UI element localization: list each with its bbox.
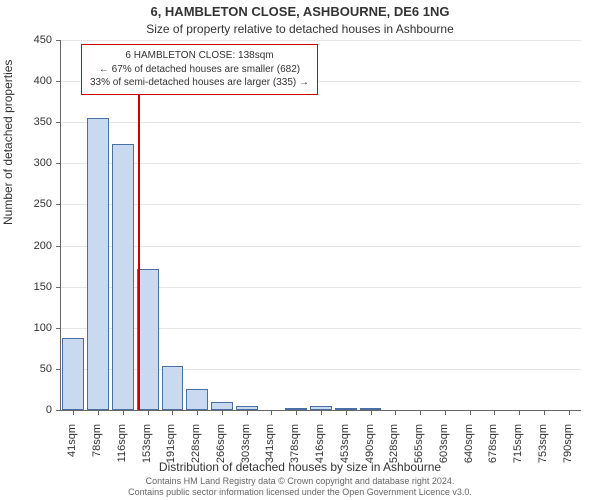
y-tick-label: 350 bbox=[0, 116, 52, 128]
y-tick-label: 150 bbox=[0, 281, 52, 293]
x-tick-mark bbox=[395, 410, 396, 415]
gridline bbox=[61, 40, 581, 41]
footer-attribution: Contains HM Land Registry data © Crown c… bbox=[0, 476, 600, 499]
marker-annotation-line: ← 67% of detached houses are smaller (68… bbox=[90, 63, 309, 77]
x-tick-mark bbox=[569, 410, 570, 415]
footer-line-2: Contains public sector information licen… bbox=[0, 487, 600, 498]
y-tick-mark bbox=[56, 369, 61, 370]
x-tick-label: 153sqm bbox=[141, 424, 153, 474]
y-tick-mark bbox=[56, 246, 61, 247]
x-tick-mark bbox=[222, 410, 223, 415]
x-tick-mark bbox=[123, 410, 124, 415]
x-tick-label: 565sqm bbox=[413, 424, 425, 474]
y-tick-mark bbox=[56, 81, 61, 82]
x-tick-label: 228sqm bbox=[190, 424, 202, 474]
bar bbox=[112, 144, 134, 410]
x-tick-mark bbox=[519, 410, 520, 415]
x-tick-mark bbox=[371, 410, 372, 415]
y-tick-mark bbox=[56, 122, 61, 123]
y-tick-label: 100 bbox=[0, 322, 52, 334]
bar bbox=[211, 402, 233, 410]
x-tick-label: 715sqm bbox=[512, 424, 524, 474]
x-tick-label: 341sqm bbox=[264, 424, 276, 474]
plot-area: 6 HAMBLETON CLOSE: 138sqm← 67% of detach… bbox=[60, 40, 581, 411]
bar bbox=[162, 366, 184, 410]
x-tick-label: 303sqm bbox=[240, 424, 252, 474]
x-tick-mark bbox=[494, 410, 495, 415]
x-tick-label: 453sqm bbox=[339, 424, 351, 474]
x-tick-mark bbox=[470, 410, 471, 415]
x-tick-mark bbox=[172, 410, 173, 415]
x-tick-label: 490sqm bbox=[364, 424, 376, 474]
y-tick-mark bbox=[56, 40, 61, 41]
chart-title: 6, HAMBLETON CLOSE, ASHBOURNE, DE6 1NG bbox=[0, 4, 600, 19]
x-tick-mark bbox=[296, 410, 297, 415]
y-tick-label: 400 bbox=[0, 75, 52, 87]
y-tick-mark bbox=[56, 328, 61, 329]
x-tick-mark bbox=[420, 410, 421, 415]
chart-subtitle: Size of property relative to detached ho… bbox=[0, 22, 600, 36]
x-tick-label: 78sqm bbox=[91, 424, 103, 474]
y-tick-label: 300 bbox=[0, 157, 52, 169]
x-tick-label: 678sqm bbox=[487, 424, 499, 474]
x-tick-label: 378sqm bbox=[289, 424, 301, 474]
x-tick-label: 790sqm bbox=[562, 424, 574, 474]
marker-annotation-line: 6 HAMBLETON CLOSE: 138sqm bbox=[90, 49, 309, 63]
x-tick-mark bbox=[98, 410, 99, 415]
y-tick-label: 200 bbox=[0, 240, 52, 252]
y-tick-mark bbox=[56, 204, 61, 205]
y-tick-mark bbox=[56, 410, 61, 411]
x-tick-mark bbox=[321, 410, 322, 415]
y-tick-mark bbox=[56, 163, 61, 164]
x-tick-label: 41sqm bbox=[66, 424, 78, 474]
x-tick-label: 116sqm bbox=[116, 424, 128, 474]
bar bbox=[186, 389, 208, 410]
x-tick-mark bbox=[271, 410, 272, 415]
x-tick-label: 416sqm bbox=[314, 424, 326, 474]
x-tick-mark bbox=[197, 410, 198, 415]
x-tick-label: 191sqm bbox=[165, 424, 177, 474]
x-tick-mark bbox=[73, 410, 74, 415]
x-tick-mark bbox=[445, 410, 446, 415]
x-tick-label: 266sqm bbox=[215, 424, 227, 474]
y-tick-label: 450 bbox=[0, 34, 52, 46]
x-tick-mark bbox=[544, 410, 545, 415]
x-tick-mark bbox=[148, 410, 149, 415]
marker-annotation-line: 33% of semi-detached houses are larger (… bbox=[90, 76, 309, 90]
x-tick-label: 753sqm bbox=[537, 424, 549, 474]
y-tick-label: 50 bbox=[0, 363, 52, 375]
x-tick-label: 528sqm bbox=[388, 424, 400, 474]
x-tick-label: 640sqm bbox=[463, 424, 475, 474]
bar bbox=[137, 269, 159, 410]
x-tick-mark bbox=[346, 410, 347, 415]
bar bbox=[62, 338, 84, 410]
x-tick-mark bbox=[247, 410, 248, 415]
footer-line-1: Contains HM Land Registry data © Crown c… bbox=[0, 476, 600, 487]
bar bbox=[87, 118, 109, 410]
x-tick-label: 603sqm bbox=[438, 424, 450, 474]
marker-annotation: 6 HAMBLETON CLOSE: 138sqm← 67% of detach… bbox=[81, 44, 318, 95]
marker-line bbox=[138, 88, 140, 410]
y-tick-label: 0 bbox=[0, 404, 52, 416]
chart-container: 6, HAMBLETON CLOSE, ASHBOURNE, DE6 1NG S… bbox=[0, 0, 600, 500]
y-tick-mark bbox=[56, 287, 61, 288]
y-tick-label: 250 bbox=[0, 198, 52, 210]
